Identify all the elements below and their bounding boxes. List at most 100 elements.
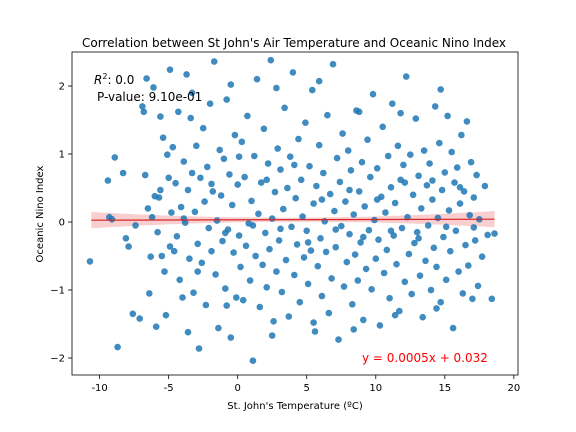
data-point — [251, 152, 258, 160]
p-value-annotation: P-value: 9.10e-01 — [97, 90, 202, 104]
data-point — [438, 186, 446, 194]
data-point — [231, 131, 239, 139]
data-point — [248, 197, 255, 205]
data-point — [347, 167, 355, 174]
data-point — [318, 292, 326, 300]
data-point — [357, 239, 364, 246]
data-point — [230, 249, 237, 256]
data-point — [249, 222, 257, 229]
data-point — [228, 201, 236, 209]
data-point — [338, 222, 345, 230]
data-point — [147, 253, 154, 260]
data-point — [266, 245, 273, 253]
data-point — [143, 75, 150, 82]
data-point — [326, 190, 334, 198]
data-points-layer — [86, 56, 498, 365]
data-point — [349, 301, 356, 308]
data-point — [314, 262, 322, 270]
data-point — [179, 294, 186, 301]
data-point — [431, 103, 439, 110]
data-point — [484, 231, 491, 239]
data-point — [364, 136, 371, 143]
regression-line-layer — [91, 218, 495, 221]
data-point — [139, 103, 146, 110]
data-point — [235, 232, 243, 239]
data-point — [442, 223, 450, 231]
data-point — [209, 188, 217, 195]
data-point — [433, 305, 440, 312]
axes-frame — [71, 51, 519, 376]
x-tick-label: -10 — [91, 383, 107, 394]
data-point — [415, 172, 422, 180]
data-point — [180, 215, 188, 222]
data-point — [398, 224, 406, 232]
data-point — [351, 251, 359, 258]
data-point — [184, 186, 192, 194]
data-point — [146, 290, 153, 297]
data-point — [358, 158, 366, 166]
data-point — [244, 112, 251, 120]
data-point — [355, 188, 363, 195]
data-point — [199, 124, 207, 132]
data-point — [262, 229, 269, 237]
data-point — [223, 302, 230, 309]
data-point — [360, 316, 367, 324]
data-point — [150, 84, 157, 91]
data-point — [195, 345, 203, 352]
data-point — [429, 196, 436, 203]
data-point — [339, 130, 346, 137]
data-point — [223, 96, 230, 103]
data-point — [264, 160, 272, 167]
data-point — [332, 226, 340, 233]
data-point — [325, 309, 333, 317]
data-point — [132, 222, 139, 229]
data-point — [313, 182, 320, 190]
data-point — [397, 109, 404, 117]
data-point — [154, 228, 161, 236]
data-point — [322, 248, 330, 256]
data-point — [129, 310, 137, 318]
data-point — [422, 257, 429, 265]
data-point — [433, 263, 440, 271]
data-point — [444, 112, 451, 120]
data-point — [297, 176, 305, 184]
data-point — [387, 227, 395, 235]
plot-area — [71, 51, 519, 376]
data-point — [375, 236, 382, 243]
data-point — [237, 263, 244, 271]
data-point — [328, 275, 335, 282]
data-point — [449, 324, 457, 332]
data-point — [188, 89, 196, 97]
data-point — [306, 162, 313, 170]
data-point — [447, 247, 454, 255]
data-point — [310, 319, 317, 326]
data-point — [217, 192, 225, 199]
data-point — [246, 277, 254, 284]
data-point — [206, 100, 214, 107]
data-point — [393, 260, 400, 268]
regression-line — [91, 218, 495, 221]
data-point — [173, 233, 181, 240]
data-point — [191, 208, 199, 216]
data-point — [387, 184, 395, 191]
data-point — [277, 166, 284, 173]
data-point — [233, 294, 240, 301]
data-point — [391, 311, 399, 319]
data-point — [445, 207, 453, 214]
data-point — [242, 242, 250, 250]
data-point — [183, 71, 190, 78]
data-point — [415, 235, 422, 242]
data-point — [111, 154, 119, 161]
data-point — [169, 143, 177, 151]
data-point — [201, 198, 208, 205]
data-point — [125, 243, 132, 250]
data-point — [282, 256, 290, 264]
data-point — [212, 271, 219, 278]
data-point — [478, 253, 486, 260]
data-point — [141, 171, 149, 179]
data-point — [384, 152, 392, 160]
data-point — [488, 295, 496, 303]
data-point — [252, 252, 259, 260]
data-point — [296, 298, 304, 306]
data-point — [292, 194, 300, 202]
